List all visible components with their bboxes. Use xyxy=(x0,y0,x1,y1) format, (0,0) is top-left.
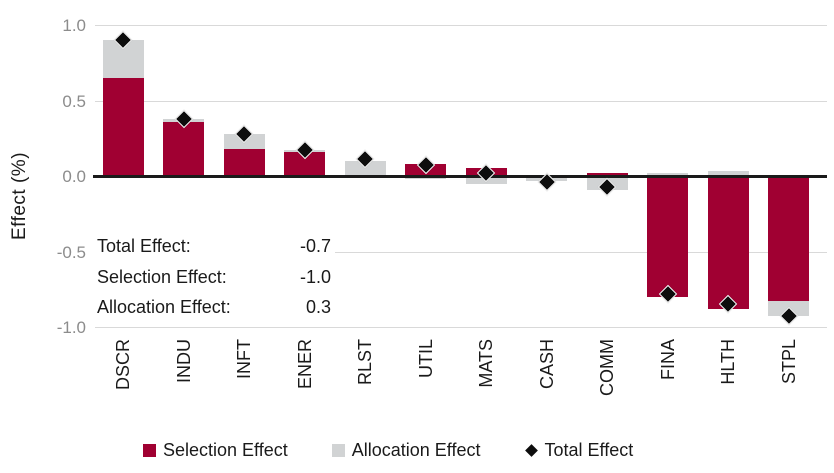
x-axis-label: MATS xyxy=(476,339,496,388)
bar-segment-selection-effect xyxy=(707,176,749,309)
legend-label: Allocation Effect xyxy=(351,440,481,460)
x-axis-label: FINA xyxy=(657,339,678,381)
summary-row-allocation: Allocation Effect: 0.3 xyxy=(97,297,331,319)
summary-value: -1.0 xyxy=(299,267,331,287)
summary-label: Total Effect: xyxy=(97,236,191,256)
x-axis-label: COMM xyxy=(597,339,617,396)
summary-row-selection: Selection Effect: -1.0 xyxy=(97,267,331,289)
legend-item-total: Total Effect xyxy=(524,440,634,461)
gridline xyxy=(95,25,827,26)
x-axis-label: INFT xyxy=(234,339,254,379)
x-axis-label: INDU xyxy=(173,339,194,383)
summary-value: 0.3 xyxy=(305,297,331,317)
x-axis-label: RLST xyxy=(355,339,375,386)
selection-swatch-icon xyxy=(143,444,156,457)
x-axis-label: HLTH xyxy=(718,339,738,385)
gridline xyxy=(95,327,827,328)
summary-block: Total Effect: -0.7 Selection Effect: -1.… xyxy=(93,233,335,323)
chart-legend: Selection Effect Allocation Effect Total… xyxy=(143,440,633,461)
legend-label: Total Effect xyxy=(544,440,634,460)
bar-segment-selection-effect xyxy=(163,121,204,176)
x-axis-zero-line xyxy=(93,175,827,178)
x-axis-label: STPL xyxy=(778,339,799,385)
x-axis-label: ENER xyxy=(294,339,315,390)
y-tick-label: 0.5 xyxy=(62,92,86,111)
summary-label: Selection Effect: xyxy=(97,267,227,287)
gridline xyxy=(95,101,827,102)
x-axis-label: CASH xyxy=(536,339,557,390)
bar-segment-selection-effect xyxy=(223,148,265,176)
legend-item-selection: Selection Effect xyxy=(143,440,288,461)
y-tick-label: -0.5 xyxy=(56,243,86,262)
legend-item-allocation: Allocation Effect xyxy=(331,440,481,461)
summary-label: Allocation Effect: xyxy=(97,297,231,317)
bar-segment-allocation-effect xyxy=(344,160,386,176)
legend-label: Selection Effect xyxy=(163,440,288,460)
y-tick-label: 1.0 xyxy=(62,16,86,35)
x-axis-label: DSCR xyxy=(113,339,133,391)
total-effect-diamond-icon xyxy=(524,444,538,457)
bar-segment-allocation-effect xyxy=(707,171,749,176)
bar-segment-allocation-effect xyxy=(647,172,688,176)
summary-row-total: Total Effect: -0.7 xyxy=(97,236,331,258)
y-tick-label: 0.0 xyxy=(62,167,86,186)
bar-segment-selection-effect xyxy=(768,176,809,302)
y-axis-title: Effect (%) xyxy=(9,151,30,241)
gridline xyxy=(95,252,827,253)
x-axis-label: UTIL xyxy=(415,339,436,379)
y-tick-label: -1.0 xyxy=(56,318,86,337)
bar-segment-selection-effect xyxy=(102,77,144,176)
bar-segment-selection-effect xyxy=(586,172,628,176)
allocation-swatch-icon xyxy=(331,444,345,457)
bar-segment-selection-effect xyxy=(647,176,688,297)
summary-value: -0.7 xyxy=(299,236,331,256)
